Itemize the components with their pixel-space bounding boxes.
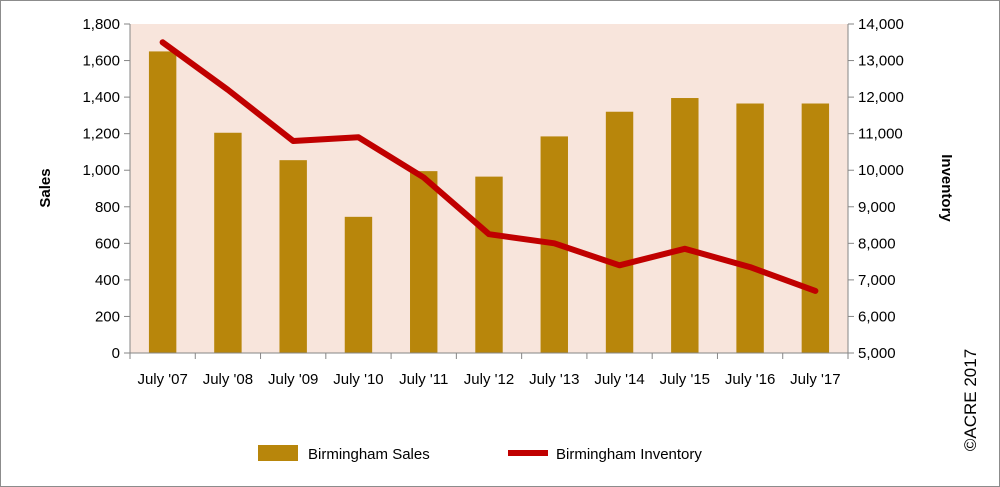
x-axis-ticks: July '07 July '08 July '09 July '10 July '11… [137,371,840,388]
y2-tick-label: 14,000 [858,16,904,33]
x-tick-label: July '16 [725,371,775,388]
right-axis-ticks: 5,000 6,000 7,000 8,000 9,000 10,000 11,000 12,… [858,16,904,362]
y-tick-label: 200 [95,308,120,325]
y-tick-label: 800 [95,199,120,216]
x-tick-label: July '13 [529,371,579,388]
bar [214,132,242,353]
line-series [159,39,819,294]
bar [801,103,830,353]
legend-label-inventory: Birmingham Inventory [556,446,702,463]
legend-label-sales: Birmingham Sales [308,446,430,463]
y-tick-label: 400 [95,272,120,289]
bar [605,111,634,353]
inventory-line [159,39,819,294]
x-tick-label: July '09 [268,371,318,388]
y-tick-label: 1,000 [82,162,120,179]
x-tick-label: July '14 [594,371,644,388]
x-tick-label: July '10 [333,371,383,388]
x-tick-label: July '17 [790,371,840,388]
y-tick-label: 600 [95,235,120,252]
bar [344,216,373,353]
bar [736,103,764,353]
y2-tick-label: 13,000 [858,53,904,70]
y2-tick-label: 9,000 [858,199,896,216]
x-tick-label: July '12 [464,371,514,388]
x-tick-label: July '15 [660,371,710,388]
x-tick-label: July '07 [137,371,187,388]
bar-series [148,51,830,354]
y2-tick-label: 5,000 [858,345,896,362]
bar [475,176,503,353]
right-axis-title: Inventory [938,154,955,222]
y2-tick-label: 10,000 [858,162,904,179]
y-tick-label: 1,400 [82,89,120,106]
bar [410,171,438,353]
y-tick-label: 1,600 [82,53,120,70]
y2-tick-label: 12,000 [858,89,904,106]
x-tick-label: July '08 [203,371,253,388]
y2-tick-label: 11,000 [858,126,903,143]
bar [671,98,699,354]
legend-swatch-inventory [508,450,548,456]
x-tick-label: July '11 [399,371,448,388]
y-tick-label: 1,200 [82,126,120,143]
legend: Birmingham Sales Birmingham Inventory [258,445,702,463]
y-tick-label: 0 [112,345,120,362]
left-axis-ticks: 0 200 400 600 800 1,000 1,200 1,400 1,600 1,800 [82,16,120,362]
y2-tick-label: 8,000 [858,235,896,252]
y2-tick-label: 7,000 [858,272,896,289]
legend-swatch-sales [258,445,298,461]
left-axis-title: Sales [37,168,54,207]
y-tick-label: 1,800 [82,16,120,33]
copyright-text: ©ACRE 2017 [961,349,980,451]
bar [148,51,177,354]
axes [124,23,854,359]
y2-tick-label: 6,000 [858,308,896,325]
bar [279,160,307,353]
